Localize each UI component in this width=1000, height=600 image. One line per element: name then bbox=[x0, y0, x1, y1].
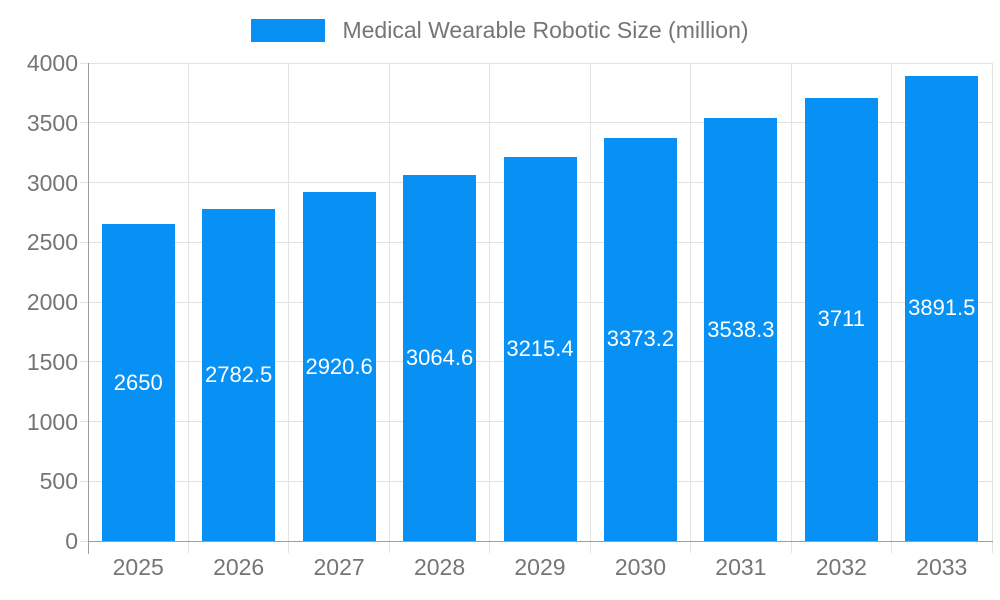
y-axis-tick bbox=[80, 122, 88, 124]
x-tick-label: 2029 bbox=[514, 554, 566, 580]
bar[interactable]: 3891.5 bbox=[905, 75, 979, 541]
bar[interactable]: 3538.3 bbox=[704, 118, 778, 541]
bar-value-label: 3711 bbox=[817, 306, 865, 332]
gridline-vertical bbox=[991, 63, 993, 553]
x-tick-label: 2028 bbox=[413, 554, 466, 580]
y-tick-label: 3500 bbox=[26, 109, 78, 136]
y-axis-tick bbox=[80, 361, 88, 363]
y-tick-label: 2000 bbox=[26, 289, 78, 315]
gridline-vertical bbox=[589, 63, 591, 553]
y-axis-tick bbox=[80, 540, 88, 542]
x-tick-label: 2027 bbox=[313, 554, 365, 580]
x-tick-label: 2025 bbox=[112, 554, 164, 580]
gridline-vertical bbox=[388, 63, 390, 553]
x-tick-label: 2032 bbox=[815, 554, 867, 580]
bar[interactable]: 2650 bbox=[101, 224, 175, 541]
bar[interactable]: 3064.6 bbox=[403, 174, 477, 541]
plot-area: 0 500 1000 1500 2000 2500 3000 3500 4000 2650 2782… bbox=[27, 50, 993, 580]
y-tick-label: 500 bbox=[39, 468, 78, 495]
y-axis-tick bbox=[80, 480, 88, 482]
y-tick-label: 3000 bbox=[26, 169, 78, 196]
gridline-horizontal bbox=[88, 62, 992, 64]
bar-value-label: 3064.6 bbox=[405, 344, 474, 370]
bar[interactable]: 2920.6 bbox=[302, 192, 376, 541]
y-axis-line bbox=[88, 63, 89, 554]
y-axis-tick bbox=[80, 241, 88, 243]
gridline-horizontal bbox=[88, 122, 992, 124]
bar-value-label: 3538.3 bbox=[707, 316, 775, 342]
y-tick-label: 4000 bbox=[26, 50, 78, 76]
y-axis-tick bbox=[80, 301, 88, 303]
x-tick-label: 2030 bbox=[614, 554, 667, 580]
y-axis-tick bbox=[80, 421, 88, 422]
bar-value-label: 3373.2 bbox=[606, 326, 675, 352]
bar[interactable]: 3373.2 bbox=[603, 137, 677, 541]
bar-value-label: 2650 bbox=[113, 369, 163, 395]
x-axis-line bbox=[88, 541, 993, 542]
bar-value-label: 2782.5 bbox=[205, 361, 273, 387]
chart-legend: Medical Wearable Robotic Size (million) bbox=[0, 10, 1000, 50]
x-tick-label: 2033 bbox=[916, 554, 968, 580]
bar[interactable]: 3711 bbox=[804, 97, 878, 541]
bar[interactable]: 3215.4 bbox=[503, 156, 577, 541]
gridline-vertical bbox=[288, 63, 290, 553]
y-tick-label: 1000 bbox=[26, 408, 78, 435]
gridline-vertical bbox=[489, 63, 491, 553]
bar-value-label: 2920.6 bbox=[305, 353, 373, 379]
gridline-vertical bbox=[790, 63, 792, 553]
gridline-vertical bbox=[690, 63, 692, 553]
bar-value-label: 3891.5 bbox=[908, 295, 976, 321]
legend-swatch[interactable] bbox=[251, 18, 326, 42]
x-tick-label: 2031 bbox=[715, 554, 767, 580]
y-axis-tick bbox=[80, 62, 88, 64]
y-axis-tick bbox=[80, 182, 88, 183]
bar[interactable]: 2782.5 bbox=[202, 208, 276, 541]
x-tick-label: 2026 bbox=[213, 554, 265, 580]
gridline-vertical bbox=[187, 63, 189, 553]
y-tick-label: 2500 bbox=[26, 229, 78, 256]
bar-value-label: 3215.4 bbox=[506, 335, 574, 361]
y-tick-label: 0 bbox=[65, 528, 78, 554]
y-tick-label: 1500 bbox=[26, 348, 78, 375]
gridline-vertical bbox=[891, 63, 893, 553]
legend-label[interactable]: Medical Wearable Robotic Size (million) bbox=[342, 16, 749, 43]
